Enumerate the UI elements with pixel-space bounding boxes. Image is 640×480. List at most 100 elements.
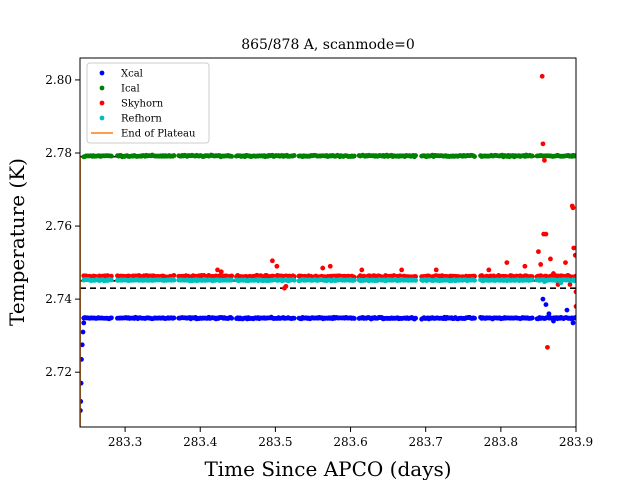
y-tick-label: 2.76 xyxy=(45,219,72,233)
data-point xyxy=(572,252,576,258)
data-point xyxy=(551,318,556,324)
chart-title: 865/878 A, scanmode=0 xyxy=(241,37,415,53)
x-axis: 283.3 283.4 283.5 283.6 283.7 283.8 283.9 xyxy=(108,427,593,449)
data-point xyxy=(529,277,535,283)
legend-label: Skyhorn xyxy=(121,99,164,110)
data-point xyxy=(571,245,576,251)
data-point xyxy=(551,271,556,276)
data-point xyxy=(109,315,114,321)
data-point xyxy=(291,277,297,283)
data-point xyxy=(433,267,439,273)
series-xcal xyxy=(80,296,576,413)
data-point xyxy=(573,289,576,295)
data-point xyxy=(540,296,546,302)
data-point xyxy=(399,267,405,273)
data-point xyxy=(229,153,235,159)
data-point xyxy=(540,141,546,147)
data-point xyxy=(573,277,576,283)
data-point xyxy=(80,357,84,362)
data-point xyxy=(539,73,545,79)
data-point xyxy=(80,380,84,386)
data-point xyxy=(573,153,576,159)
legend-dot-marker xyxy=(99,85,105,91)
legend-dot-marker xyxy=(99,115,105,121)
data-point xyxy=(413,277,419,283)
legend-box xyxy=(86,62,210,144)
data-point xyxy=(109,277,114,283)
data-point xyxy=(546,311,552,317)
legend-label: Xcal xyxy=(121,69,143,80)
data-point xyxy=(80,342,85,348)
data-point xyxy=(543,302,549,308)
data-point xyxy=(171,277,177,283)
data-point xyxy=(81,320,87,326)
data-point xyxy=(229,315,235,321)
data-point xyxy=(565,272,571,278)
data-point xyxy=(80,329,86,335)
data-point xyxy=(359,267,365,273)
data-point xyxy=(269,258,275,264)
legend-dot-marker xyxy=(99,100,105,106)
legend-dot-marker xyxy=(99,70,105,76)
data-point xyxy=(413,274,419,279)
x-tick-label: 283.7 xyxy=(409,435,443,449)
data-point xyxy=(109,153,114,159)
data-point xyxy=(538,262,544,267)
data-point xyxy=(570,205,576,211)
legend-item: Xcal xyxy=(99,69,143,80)
y-tick-label: 2.80 xyxy=(45,73,72,87)
data-point xyxy=(218,269,224,275)
data-point xyxy=(558,280,564,286)
data-point xyxy=(283,283,289,289)
data-point xyxy=(472,315,477,321)
series-ical xyxy=(81,152,576,160)
data-point xyxy=(229,273,235,279)
x-axis-label: Time Since APCO (days) xyxy=(204,457,451,480)
data-point xyxy=(351,153,357,159)
data-point xyxy=(529,153,535,159)
legend-item: Skyhorn xyxy=(99,99,164,110)
data-point xyxy=(543,231,549,237)
y-tick-label: 2.74 xyxy=(45,292,72,306)
data-point xyxy=(171,153,177,158)
data-point xyxy=(567,282,573,287)
series-refhorn xyxy=(81,276,576,286)
data-point xyxy=(229,277,235,283)
data-point xyxy=(573,304,576,309)
legend-label: Ical xyxy=(121,84,140,95)
y-axis-label: Temperature (K) xyxy=(5,158,29,326)
data-point xyxy=(171,273,177,278)
legend-label: End of Plateau xyxy=(121,129,196,140)
data-point xyxy=(291,153,297,158)
x-tick-label: 283.8 xyxy=(484,435,518,449)
data-point xyxy=(413,315,419,321)
data-point xyxy=(351,277,357,283)
data-point xyxy=(109,273,114,279)
data-point xyxy=(486,267,492,273)
x-tick-label: 283.5 xyxy=(258,435,292,449)
data-point xyxy=(351,316,357,321)
data-point xyxy=(542,279,547,284)
data-point xyxy=(563,260,568,265)
data-point xyxy=(291,315,297,321)
data-point xyxy=(413,153,419,158)
x-tick-label: 283.9 xyxy=(559,435,593,449)
x-tick-label: 283.3 xyxy=(108,435,142,449)
y-tick-label: 2.78 xyxy=(45,146,72,160)
data-point xyxy=(274,263,280,269)
data-point xyxy=(472,154,477,159)
y-axis: 2.72 2.74 2.76 2.78 2.80 xyxy=(45,73,80,379)
data-point xyxy=(558,314,564,320)
plot-frame xyxy=(79,57,577,428)
data-point xyxy=(472,273,477,279)
data-point xyxy=(504,260,510,265)
data-point xyxy=(548,256,553,262)
y-tick-label: 2.72 xyxy=(45,365,72,379)
data-point xyxy=(320,265,326,271)
data-point xyxy=(573,314,576,320)
data-point xyxy=(564,307,570,313)
legend-item: End of Plateau xyxy=(91,129,196,140)
data-point xyxy=(570,320,576,326)
legend-item: Ical xyxy=(99,84,140,95)
